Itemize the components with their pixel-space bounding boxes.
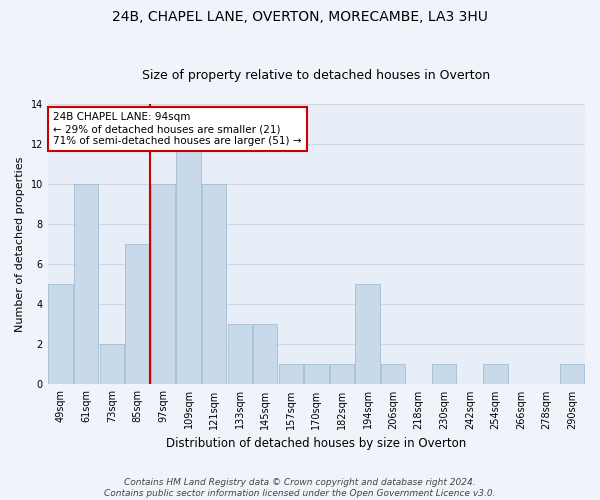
Bar: [74, 184, 98, 384]
Bar: [49, 284, 73, 384]
Text: 24B CHAPEL LANE: 94sqm
← 29% of detached houses are smaller (21)
71% of semi-det: 24B CHAPEL LANE: 94sqm ← 29% of detached…: [53, 112, 302, 146]
Bar: [227, 324, 252, 384]
Bar: [176, 144, 200, 384]
Text: Contains HM Land Registry data © Crown copyright and database right 2024.
Contai: Contains HM Land Registry data © Crown c…: [104, 478, 496, 498]
Text: 24B, CHAPEL LANE, OVERTON, MORECAMBE, LA3 3HU: 24B, CHAPEL LANE, OVERTON, MORECAMBE, LA…: [112, 10, 488, 24]
Bar: [484, 364, 508, 384]
Bar: [151, 184, 175, 384]
Title: Size of property relative to detached houses in Overton: Size of property relative to detached ho…: [142, 69, 490, 82]
Bar: [202, 184, 226, 384]
Bar: [381, 364, 405, 384]
Bar: [330, 364, 354, 384]
Bar: [432, 364, 457, 384]
Bar: [253, 324, 277, 384]
Bar: [355, 284, 380, 384]
Bar: [278, 364, 303, 384]
Y-axis label: Number of detached properties: Number of detached properties: [15, 156, 25, 332]
Bar: [100, 344, 124, 385]
Bar: [304, 364, 329, 384]
Bar: [125, 244, 149, 384]
X-axis label: Distribution of detached houses by size in Overton: Distribution of detached houses by size …: [166, 437, 467, 450]
Bar: [560, 364, 584, 384]
